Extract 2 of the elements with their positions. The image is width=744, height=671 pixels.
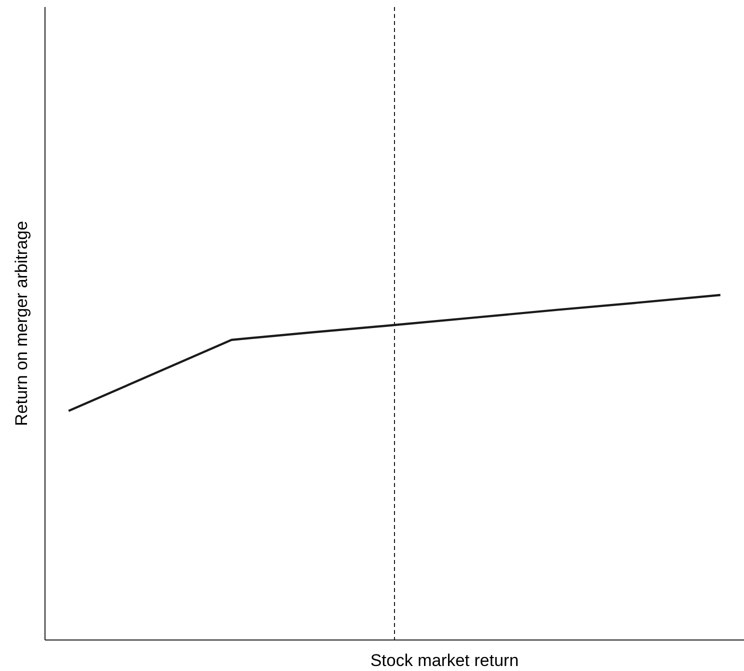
x-axis-title: Stock market return [370, 651, 519, 670]
y-axis-title: Return on merger arbitrage [12, 220, 31, 426]
